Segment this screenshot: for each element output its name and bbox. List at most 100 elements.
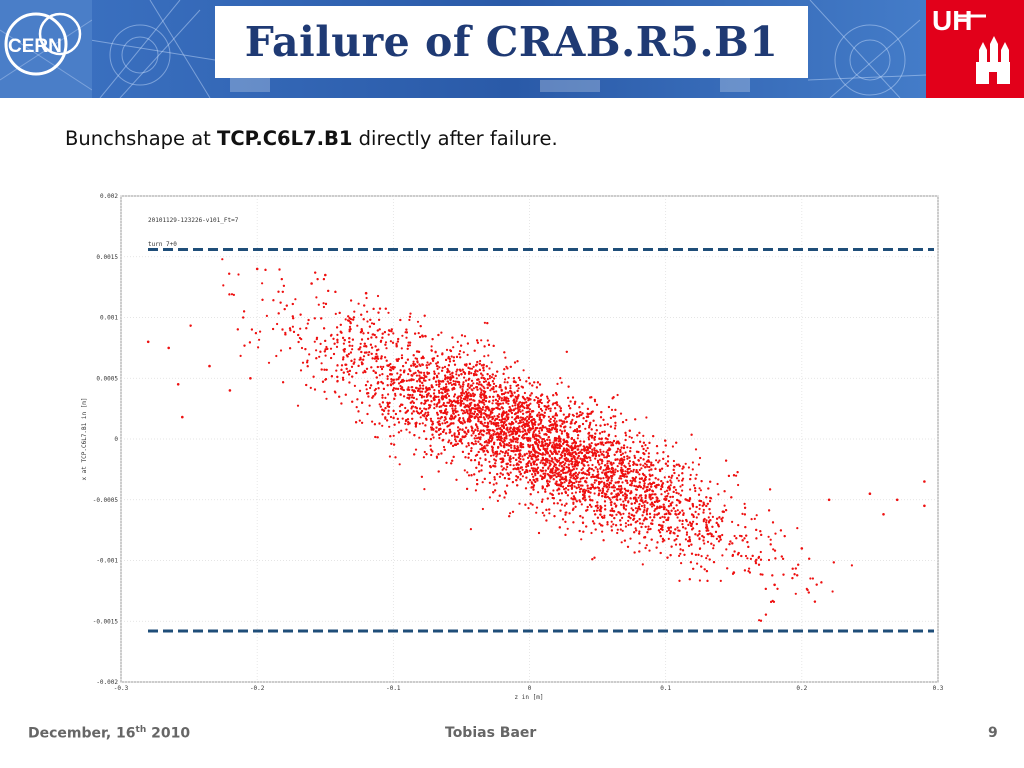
scatter-point [279,349,283,352]
scatter-point [457,426,460,429]
scatter-point [421,414,424,417]
scatter-point [527,481,530,484]
scatter-point [637,496,640,499]
scatter-point [543,411,546,414]
scatter-point [545,508,548,511]
scatter-point [451,371,454,374]
scatter-point [772,600,776,603]
scatter-point [382,365,385,368]
scatter-point [565,350,568,353]
scatter-point [466,399,469,402]
scatter-point [758,619,761,622]
scatter-point [603,456,606,459]
scatter-point [570,462,573,465]
scatter-point [595,424,598,427]
scatter-point [398,376,401,379]
scatter-point [384,341,388,344]
scatter-point [485,365,488,368]
scatter-point [464,456,467,459]
scatter-point [399,373,402,376]
scatter-point [477,450,480,454]
scatter-point [611,514,614,517]
scatter-point [387,412,390,415]
scatter-point [618,485,621,488]
scatter-point [548,399,551,402]
scatter-point [498,397,501,400]
scatter-point [671,501,674,504]
scatter-point [702,536,706,539]
scatter-point [707,516,710,519]
scatter-point [237,273,240,276]
scatter-point [265,314,268,317]
scatter-point [467,474,471,477]
scatter-point [597,461,600,464]
scatter-point [543,514,546,517]
scatter-point [382,387,385,390]
scatter-point [230,293,234,296]
scatter-point [493,476,496,479]
scatter-point [772,548,775,551]
scatter-point [621,470,625,473]
scatter-point [507,473,510,476]
scatter-point [705,557,708,560]
scatter-point [327,289,330,292]
scatter-point [541,442,544,445]
scatter-point [291,325,294,328]
scatter-point [628,467,631,470]
scatter-point [735,474,738,477]
scatter-point [591,463,594,467]
scatter-point [552,489,555,492]
scatter-point [580,462,583,465]
scatter-point [638,522,642,525]
scatter-point [437,429,440,432]
scatter-point [479,387,482,390]
scatter-point [544,472,547,475]
scatter-point [517,422,520,425]
scatter-point [689,473,692,477]
scatter-point [374,435,377,439]
scatter-point [479,457,482,460]
scatter-point [621,452,625,455]
scatter-point [478,362,481,365]
scatter-point [451,409,455,412]
scatter-point [606,490,609,493]
scatter-point [553,417,557,420]
scatter-point [594,479,597,482]
scatter-point [603,500,607,503]
scatter-point [705,570,709,573]
scatter-point [486,339,489,342]
scatter-point [371,420,374,423]
scatter-point [741,512,744,515]
scatter-point [428,378,431,381]
scatter-point [335,345,339,348]
scatter-point [440,387,443,390]
scatter-point [461,412,465,415]
scatter-point [794,592,797,595]
scatter-point [435,430,438,433]
scatter-point [443,428,446,431]
scatter-point [606,482,609,485]
scatter-point [628,435,631,438]
scatter-point [446,371,449,374]
scatter-point [222,284,225,287]
scatter-point [388,455,391,458]
scatter-point [581,402,584,405]
scatter-point [684,462,687,465]
scatter-point [456,340,459,343]
scatter-point [705,519,708,522]
scatter-point [465,390,468,393]
scatter-point [484,425,487,428]
scatter-point [335,369,338,372]
scatter-point [462,381,465,384]
scatter-point [324,348,327,351]
scatter-point [807,591,810,594]
scatter-point [594,452,598,455]
scatter-point [542,472,545,475]
scatter-point [540,420,543,423]
scatter-point [320,362,323,365]
scatter-point [477,461,481,464]
scatter-point [482,385,485,388]
scatter-point [401,386,404,389]
scatter-point [527,507,530,510]
scatter-point [393,423,396,426]
